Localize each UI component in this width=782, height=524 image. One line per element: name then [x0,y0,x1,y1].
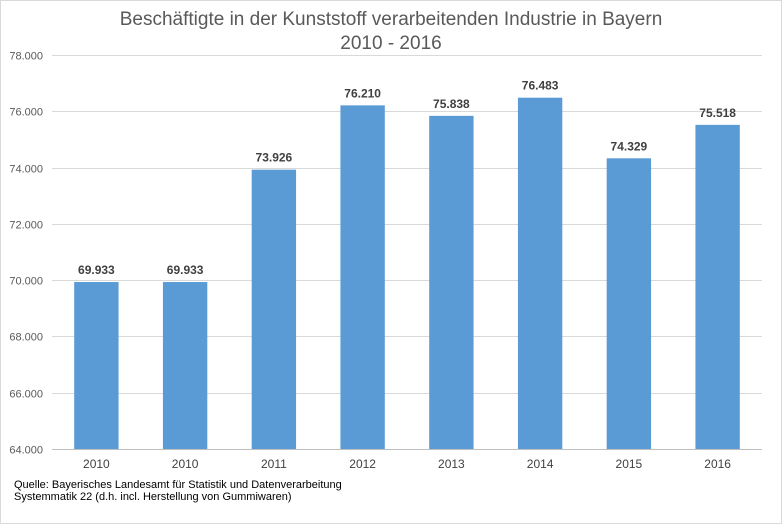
bar [74,282,119,449]
data-label: 76.483 [522,79,559,93]
data-label: 74.329 [611,139,648,153]
data-label: 76.210 [344,86,381,100]
x-tick-label: 2011 [261,457,287,471]
data-label: 75.838 [433,97,470,111]
x-tick-label: 2013 [438,457,465,471]
x-tick-label: 2010 [83,457,110,471]
bar [340,105,385,449]
gridlines [52,55,762,394]
data-labels: 69.933 69.933 73.926 76.210 75.838 76.483 74.3… [78,79,736,277]
y-tick-label: 64.000 [9,445,43,457]
x-tick-label: 2016 [704,457,731,471]
source-note: Quelle: Bayerisches Landesamt für Statis… [14,479,342,503]
data-label: 75.518 [699,106,736,120]
chart-subtitle: 2010 - 2016 [340,33,442,54]
chart-title-block: Beschäftigte in der Kunststoff verarbeit… [0,8,782,56]
x-tick-label: 2014 [527,457,554,471]
y-tick-label: 70.000 [9,276,43,288]
y-tick-label: 74.000 [9,164,43,176]
source-detail-line: Systemmatik 22 (d.h. incl. Herstellung v… [14,491,292,503]
y-tick-label: 68.000 [9,332,43,344]
data-label: 69.933 [78,263,115,277]
y-tick-label: 78.000 [9,51,43,63]
y-axis: 64.000 66.000 68.000 70.000 72.000 74.000 76.0… [9,51,43,457]
x-tick-label: 2015 [616,457,643,471]
data-label: 73.926 [256,151,293,165]
y-tick-label: 76.000 [9,107,43,119]
data-label: 69.933 [167,263,204,277]
bar [517,97,563,449]
chart-title: Beschäftigte in der Kunststoff verarbeit… [119,9,663,30]
bars [74,97,740,450]
bar [162,282,208,449]
x-tick-label: 2010 [172,457,199,471]
source-line: Quelle: Bayerisches Landesamt für Statis… [14,479,342,491]
bar [695,124,740,449]
y-tick-label: 66.000 [9,389,43,401]
x-axis: 2010 2010 2011 2012 2013 2014 2015 2016 [52,449,762,471]
bar [606,158,652,449]
y-tick-label: 72.000 [9,220,43,232]
bar [251,169,297,450]
x-tick-label: 2012 [349,457,376,471]
bar [429,115,474,450]
